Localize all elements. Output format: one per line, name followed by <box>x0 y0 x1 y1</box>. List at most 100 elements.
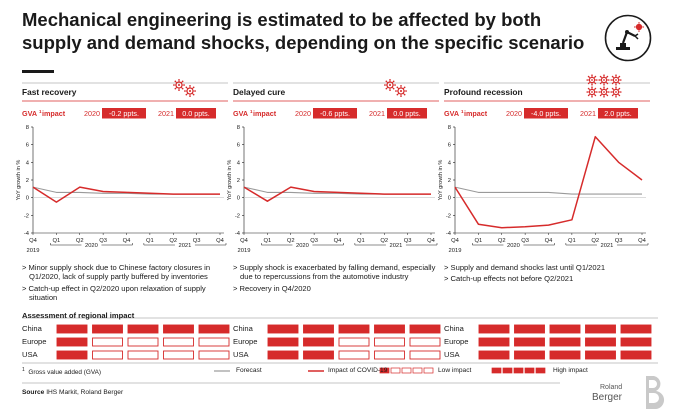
x-tick-label: Q2 <box>380 238 388 244</box>
impact-box-filled <box>409 324 441 334</box>
y-tick-label: 0 <box>26 196 29 202</box>
gva-label: GVA <box>22 109 37 118</box>
source-line: Source IHS Markit, Roland Berger <box>22 389 123 396</box>
y-tick-label: 4 <box>26 160 30 166</box>
gva-year-2021: 2021 <box>158 109 174 118</box>
x-tick-label: Q4 <box>545 238 554 244</box>
covid-impact-line <box>32 186 220 203</box>
virus-spike-tip <box>603 86 605 88</box>
gva-label: GVA <box>233 109 248 118</box>
y-tick-label: -4 <box>446 231 452 237</box>
gva-value-badge-2021 <box>598 108 638 119</box>
impact-box-filled <box>338 324 370 334</box>
virus-spike-tip <box>594 75 597 78</box>
virus-spike-tip <box>192 86 195 89</box>
virus-spike-tip <box>591 96 593 98</box>
virus-spike-tip <box>395 90 397 92</box>
virus-spike-tip <box>385 87 388 90</box>
virus-icon <box>173 79 185 91</box>
virus-spike-tip <box>174 80 177 83</box>
page-title: Mechanical engineering is estimated to b… <box>22 9 585 53</box>
virus-spike-tip <box>606 87 609 90</box>
virus-spike-tip <box>173 84 175 86</box>
virus-core <box>615 79 617 81</box>
year-label: 2019 <box>238 248 251 254</box>
impact-box-filled <box>303 324 334 334</box>
virus-core <box>388 83 392 87</box>
impact-box-empty <box>374 337 405 347</box>
virus-body <box>612 76 620 84</box>
virus-body <box>175 81 183 89</box>
x-tick-label: Q4 <box>240 238 249 244</box>
robot-arm-icon <box>604 14 652 62</box>
impact-box-filled <box>620 324 652 334</box>
impact-box-empty <box>198 350 230 360</box>
virus-spike-tip <box>178 79 180 81</box>
covid-impact-line <box>243 186 431 202</box>
gva-year-2021: 2021 <box>369 109 385 118</box>
legend-high-label: High impact <box>553 367 588 374</box>
impact-box-filled <box>303 350 334 360</box>
virus-spike-tip <box>178 89 180 91</box>
footnote-sup: 1 <box>22 367 25 373</box>
virus-spike-tip <box>603 96 605 98</box>
country-label: China <box>444 324 464 333</box>
virus-icon <box>384 79 397 91</box>
virus-spike-tip <box>615 84 617 86</box>
x-tick-label: Q1 <box>357 238 365 244</box>
virus-spike-tip <box>189 95 191 97</box>
source-label: Source <box>22 389 45 396</box>
x-tick-label: Q2 <box>591 238 599 244</box>
impact-box-filled <box>514 337 545 347</box>
impact-box-empty <box>409 350 441 360</box>
virus-core <box>591 79 593 81</box>
virus-spike-tip <box>403 93 406 96</box>
country-label: USA <box>22 350 38 359</box>
x-tick-label: Q2 <box>169 238 177 244</box>
virus-spike-tip <box>185 93 188 96</box>
virus-spike-tip <box>174 87 177 90</box>
bullet-item: Catch-up effects not before Q2/2021 <box>444 274 664 283</box>
impact-box-empty <box>127 350 159 360</box>
country-label: Europe <box>233 337 258 346</box>
impact-box-filled <box>163 324 194 334</box>
impact-box-filled <box>56 350 88 360</box>
brand-line2: Berger <box>592 392 623 403</box>
line-chart-profound-recession: YoY growth in % -4 -2 0 2 4 6 8 Q4 Q1 Q2 Q3 Q4 Q1 Q2 Q3… <box>438 125 649 254</box>
virus-spike-tip <box>400 95 402 97</box>
virus-spike-tip <box>185 86 188 89</box>
virus-spike-tip <box>611 94 614 97</box>
legend-low-box <box>379 367 390 374</box>
virus-spike-tip <box>194 90 196 92</box>
virus-spike-tip <box>385 80 388 83</box>
virus-icon <box>598 86 610 98</box>
virus-icon <box>586 86 598 98</box>
impact-box-filled <box>478 350 510 360</box>
country-label: China <box>22 324 42 333</box>
x-tick-label: Q1 <box>568 238 576 244</box>
gva-value-2020: -4.0 ppts. <box>531 109 561 118</box>
impact-box-filled <box>56 324 88 334</box>
virus-spike-tip <box>615 86 617 88</box>
regional-heading: Assessment of regional impact <box>22 311 135 320</box>
virus-icon <box>610 74 622 86</box>
virus-spike-tip <box>591 86 593 88</box>
gva-suffix: impact <box>253 109 277 118</box>
gva-sup: 1 <box>250 109 253 114</box>
title-rule <box>22 70 54 73</box>
virus-icon <box>184 85 196 97</box>
virus-spike-tip <box>608 91 610 93</box>
virus-spike-tip <box>192 93 195 96</box>
virus-spike-tip <box>615 96 617 98</box>
year-label: 2021 <box>178 243 191 249</box>
impact-box-empty <box>92 337 123 347</box>
impact-box-empty <box>409 337 441 347</box>
x-tick-label: Q2 <box>498 238 506 244</box>
virus-icon <box>586 74 598 86</box>
virus-spike-tip <box>599 82 602 85</box>
impact-box-filled <box>267 337 299 347</box>
legend-low-box <box>401 367 412 374</box>
virus-spike-tip <box>587 75 590 78</box>
country-label: China <box>233 324 253 333</box>
virus-body <box>397 87 405 95</box>
